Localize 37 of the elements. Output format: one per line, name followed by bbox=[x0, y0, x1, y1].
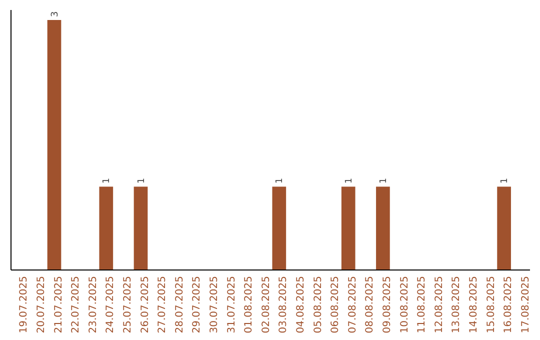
x-tick-label: 19.07.2025 bbox=[18, 276, 30, 334]
x-tick-label: 20.07.2025 bbox=[36, 276, 47, 334]
x-tick-label: 03.08.2025 bbox=[278, 276, 290, 334]
x-tick-label: 31.07.2025 bbox=[226, 276, 238, 334]
x-tick-label: 25.07.2025 bbox=[122, 276, 134, 334]
x-tick-label: 04.08.2025 bbox=[295, 276, 306, 334]
data-label: 1 bbox=[275, 178, 286, 184]
x-tick-label: 22.07.2025 bbox=[70, 276, 82, 334]
x-tick-label: 30.07.2025 bbox=[208, 276, 220, 334]
x-tick-label: 28.07.2025 bbox=[174, 276, 186, 334]
data-label: 1 bbox=[136, 178, 147, 184]
x-tick-label: 13.08.2025 bbox=[451, 276, 462, 334]
x-tick-label: 17.08.2025 bbox=[520, 276, 532, 334]
x-tick-label: 15.08.2025 bbox=[486, 276, 497, 334]
x-tick-label: 16.08.2025 bbox=[503, 276, 514, 334]
x-tick-label: 23.07.2025 bbox=[88, 276, 99, 334]
x-tick-label: 27.07.2025 bbox=[157, 276, 168, 334]
x-tick-label: 09.08.2025 bbox=[382, 276, 393, 334]
x-tick-label: 24.07.2025 bbox=[105, 276, 116, 334]
x-tick-label: 12.08.2025 bbox=[434, 276, 445, 334]
x-tick-label: 14.08.2025 bbox=[468, 276, 480, 334]
x-tick-label: 21.07.2025 bbox=[53, 276, 64, 334]
x-tick-label: 08.08.2025 bbox=[364, 276, 376, 334]
data-label: 1 bbox=[344, 178, 354, 184]
x-tick-label: 10.08.2025 bbox=[399, 276, 410, 334]
x-tick-label: 01.08.2025 bbox=[244, 276, 255, 334]
x-tick-label: 06.08.2025 bbox=[330, 276, 342, 334]
x-tick-label: 05.08.2025 bbox=[312, 276, 324, 334]
data-label: 1 bbox=[500, 178, 510, 184]
x-tick-label: 07.08.2025 bbox=[347, 276, 358, 334]
data-label: 1 bbox=[378, 178, 389, 184]
x-tick-label: 26.07.2025 bbox=[140, 276, 151, 334]
data-label: 1 bbox=[102, 178, 112, 184]
x-tick-label: 02.08.2025 bbox=[260, 276, 272, 334]
x-tick-label: 11.08.2025 bbox=[416, 276, 428, 334]
data-label: 3 bbox=[50, 11, 60, 17]
x-tick-label: 29.07.2025 bbox=[192, 276, 203, 334]
